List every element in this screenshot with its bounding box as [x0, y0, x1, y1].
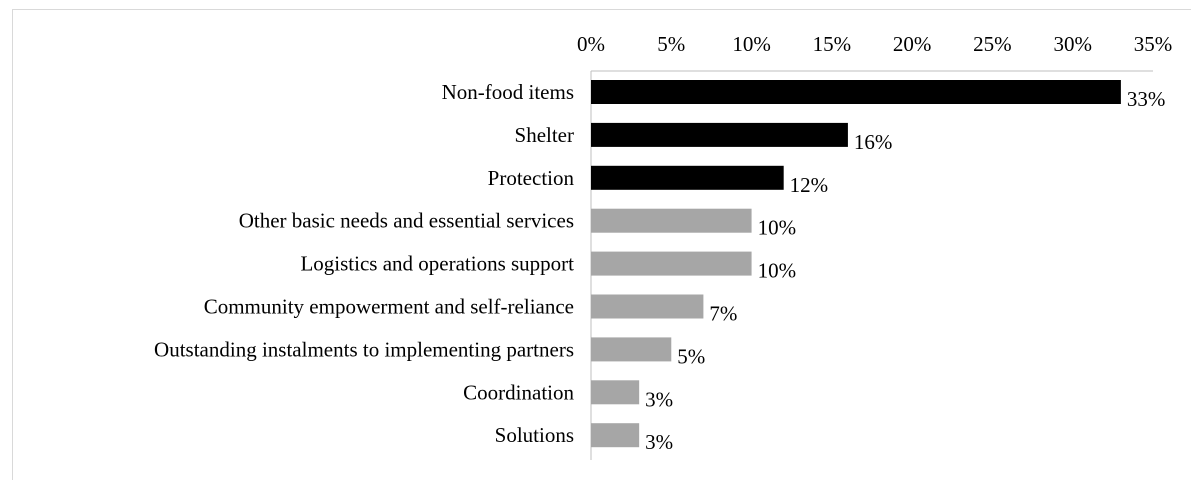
bar [591, 165, 784, 190]
bar [591, 380, 640, 405]
data-label: 3% [645, 430, 673, 454]
category-label: Outstanding instalments to implementing … [154, 337, 574, 361]
category-label: Other basic needs and essential services [239, 209, 574, 233]
category-label: Logistics and operations support [300, 252, 574, 276]
data-label: 33% [1127, 87, 1166, 111]
bar [591, 294, 704, 319]
x-tick-label: 5% [657, 32, 685, 56]
category-label: Shelter [515, 123, 574, 147]
x-tick-label: 30% [1053, 32, 1092, 56]
x-tick-label: 10% [732, 32, 771, 56]
x-tick-label: 0% [577, 32, 605, 56]
data-label: 5% [677, 344, 705, 368]
chart-frame [12, 9, 1191, 480]
category-label: Solutions [495, 423, 574, 447]
category-label: Protection [488, 166, 575, 190]
category-label: Coordination [463, 380, 574, 404]
bar [591, 423, 640, 448]
x-tick-label: 20% [893, 32, 932, 56]
data-label: 10% [758, 216, 797, 240]
category-label: Non-food items [442, 80, 574, 104]
category-labels: Non-food items Shelter Protection Other bas… [154, 80, 574, 447]
data-label: 7% [709, 302, 737, 326]
x-axis-ticks: 0% 5% 10% 15% 20% 25% 30% 35% [577, 32, 1172, 56]
data-label: 16% [854, 130, 893, 154]
data-labels: 33%16%12%10%10%7%5%3%3% [645, 87, 1165, 454]
bar [591, 122, 848, 147]
bar [591, 208, 752, 233]
x-tick-label: 35% [1134, 32, 1173, 56]
x-tick-label: 15% [813, 32, 852, 56]
bar [591, 80, 1121, 104]
data-label: 12% [790, 173, 829, 197]
bars [591, 80, 1121, 448]
x-tick-label: 25% [973, 32, 1012, 56]
bar [591, 337, 672, 362]
category-label: Community empowerment and self-reliance [204, 295, 574, 319]
bar [591, 251, 752, 276]
data-label: 10% [758, 259, 797, 283]
data-label: 3% [645, 387, 673, 411]
